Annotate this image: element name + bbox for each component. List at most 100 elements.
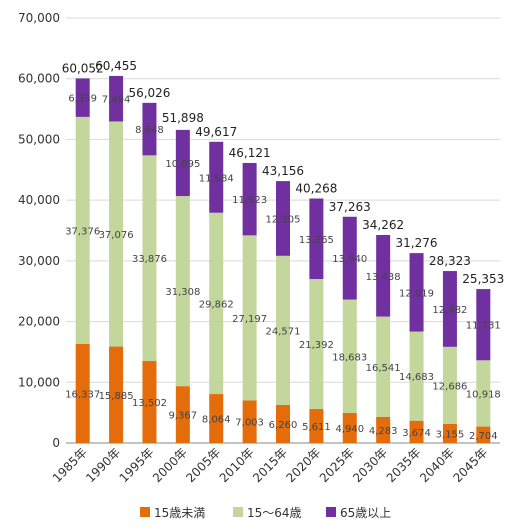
segment-value-label: 2,704 (469, 431, 498, 442)
segment-value-label: 5,611 (302, 422, 331, 433)
total-label: 31,276 (396, 236, 438, 250)
bar-segment (309, 198, 324, 280)
x-tick-label: 1995年 (117, 445, 157, 485)
segment-value-label: 14,683 (399, 372, 434, 383)
bar-segment (376, 416, 391, 443)
bar-segment (109, 346, 124, 443)
y-axis: 0 10,000 20,000 30,000 40,000 50,000 60,000 70,… (18, 11, 60, 450)
segment-value-label: 8,064 (202, 415, 231, 426)
segment-value-label: 6,260 (269, 420, 298, 431)
total-label: 34,262 (362, 218, 404, 232)
x-tick-label: 1985年 (50, 445, 90, 485)
bar-segment (276, 255, 290, 405)
total-label: 56,026 (128, 86, 170, 100)
bar-segment (75, 78, 90, 117)
bar-segment (109, 121, 124, 347)
total-label: 40,268 (295, 182, 337, 196)
segment-value-label: 33,876 (132, 254, 167, 265)
bar-segment (409, 253, 424, 332)
segment-value-label: 11,923 (232, 195, 267, 206)
segment-value-label: 16,541 (366, 363, 401, 374)
total-label: 43,156 (262, 164, 304, 178)
segment-value-label: 12,482 (432, 305, 467, 316)
x-tick-label: 2025年 (317, 445, 357, 485)
segment-value-label: 6,339 (68, 94, 97, 105)
segment-value-label: 37,376 (65, 226, 100, 237)
bar-segment (376, 316, 391, 417)
y-tick-label: 50,000 (18, 132, 60, 146)
legend-swatch (233, 507, 243, 517)
total-label: 51,898 (162, 111, 204, 125)
total-label: 46,121 (229, 146, 271, 160)
legend-label: 15歳未満 (154, 506, 205, 520)
bar-segment (175, 129, 190, 197)
total-label: 28,323 (429, 254, 471, 268)
segment-value-label: 12,919 (399, 288, 434, 299)
bar-segment (109, 75, 124, 122)
segment-value-label: 3,674 (402, 428, 431, 439)
segment-value-label: 13,640 (332, 254, 367, 265)
bar-segment (342, 216, 357, 300)
x-tick-label: 2030年 (350, 445, 390, 485)
bar-segment (409, 331, 424, 421)
segment-value-label: 7,494 (102, 95, 131, 106)
segment-value-label: 16,337 (65, 389, 100, 400)
segment-value-label: 13,438 (366, 272, 401, 283)
total-label: 60,052 (62, 61, 104, 75)
legend: 15歳未満 15～64歳 65歳以上 (140, 506, 391, 520)
segment-value-label: 21,392 (299, 340, 334, 351)
x-axis: 1985年1990年1995年2000年2005年2010年2015年2020年… (50, 445, 491, 485)
segment-value-label: 13,502 (132, 398, 167, 409)
segment-value-label: 31,308 (165, 287, 200, 298)
bar-segment (142, 361, 157, 443)
x-tick-label: 2015年 (250, 445, 290, 485)
segment-value-label: 27,197 (232, 314, 267, 325)
x-tick-label: 2045年 (450, 445, 490, 485)
y-tick-label: 10,000 (18, 375, 60, 389)
bar-segment (376, 234, 391, 317)
x-tick-label: 2000年 (150, 445, 190, 485)
segment-value-label: 3,155 (436, 429, 465, 440)
bar-segment (342, 299, 357, 414)
y-tick-label: 70,000 (18, 11, 60, 25)
y-tick-label: 30,000 (18, 254, 60, 268)
x-tick-label: 2040年 (417, 445, 457, 485)
segment-value-label: 8,648 (135, 125, 164, 136)
y-tick-label: 0 (52, 436, 60, 450)
bars: 16,337 37,376 6,339 60,052 15,885 37,076 7,494… (62, 59, 504, 443)
segment-value-label: 4,283 (369, 426, 398, 437)
bar-segment (476, 289, 491, 361)
segment-value-label: 10,895 (165, 159, 200, 170)
bar-segment (175, 196, 190, 387)
bar-segment (342, 413, 357, 443)
y-tick-label: 20,000 (18, 315, 60, 329)
bar-segment (476, 426, 491, 443)
segment-value-label: 11,731 (466, 321, 501, 332)
x-tick-label: 2020年 (284, 445, 324, 485)
segment-value-label: 18,683 (332, 352, 367, 363)
bar-segment (309, 408, 324, 443)
bar-segment (142, 155, 157, 362)
segment-value-label: 12,305 (266, 214, 301, 225)
bar-segment (75, 343, 90, 443)
total-label: 37,263 (329, 200, 371, 214)
total-label: 60,455 (95, 59, 137, 73)
bar-segment (209, 141, 224, 213)
y-tick-label: 60,000 (18, 72, 60, 86)
bar-segment (209, 394, 224, 443)
segment-value-label: 29,862 (199, 299, 234, 310)
bar-segment (142, 102, 157, 156)
bar-segment (242, 235, 257, 401)
legend-label: 15～64歳 (247, 506, 302, 520)
segment-value-label: 4,940 (335, 424, 364, 435)
bar-segment (442, 271, 457, 347)
segment-value-label: 11,684 (199, 173, 234, 184)
y-tick-label: 40,000 (18, 193, 60, 207)
bar-segment (442, 423, 457, 443)
legend-swatch (140, 507, 150, 517)
bar-segment (175, 386, 190, 443)
bar-segment (75, 116, 90, 344)
segment-value-label: 24,571 (266, 326, 301, 337)
total-label: 49,617 (195, 125, 237, 139)
